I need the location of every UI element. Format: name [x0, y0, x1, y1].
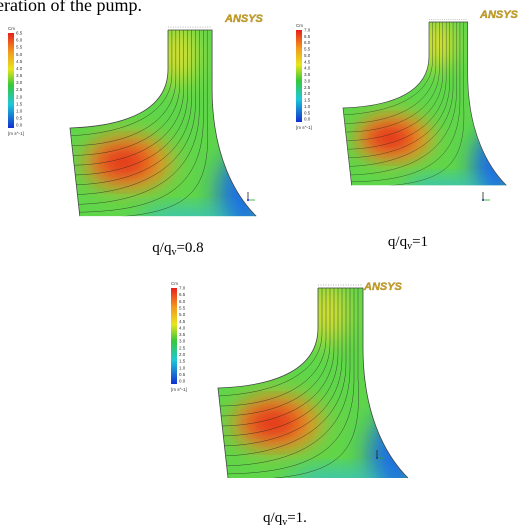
legend-label: 0.0 [16, 123, 23, 128]
legend-unit: [m s^-1] [171, 387, 187, 392]
legend-label: 3.5 [179, 332, 186, 337]
legend-title: Cm [171, 281, 178, 286]
legend-label: 2.0 [16, 94, 23, 99]
caption-base: q/q [388, 234, 408, 250]
figure-panel: Cm7.06.5 6.05.5 5.0 4.54.0 3.5 3.02.5 2.0 1.51.… [171, 278, 428, 527]
legend-label: 5.5 [16, 45, 23, 50]
legend-label: 2.0 [179, 352, 186, 357]
legend-label: 3.5 [16, 73, 23, 78]
legend-unit: [m s^-1] [296, 125, 312, 130]
legend-label: 4.5 [304, 59, 311, 64]
legend-label: 4.0 [16, 66, 23, 71]
legend-label: 7.0 [304, 28, 311, 33]
legend-label: 5.5 [304, 47, 311, 52]
color-bar [171, 288, 177, 384]
legend-label: 2.0 [304, 91, 311, 96]
figure-panel: Cm7.06.56.0 5.55.04.5 4.03.53.0 2.52.0 1.51.… [296, 9, 524, 252]
legend-label: 1.0 [304, 104, 311, 109]
color-bar [8, 33, 14, 128]
legend-title: Cm [8, 26, 15, 31]
legend-label: 2.5 [16, 87, 23, 92]
legend-label: 1.5 [16, 101, 23, 106]
caption: q/qv=0.8 [152, 240, 203, 258]
legend-label: 5.0 [304, 53, 311, 58]
legend-unit: [m s^-1] [8, 131, 24, 136]
legend-label: 6.5 [304, 34, 311, 39]
legend-label: 4.5 [16, 59, 23, 64]
legend-title: Cm [296, 23, 303, 28]
caption-suffix: =1 [412, 234, 428, 250]
legend-label: 6.0 [304, 40, 311, 45]
color-bar [296, 30, 302, 122]
header-text: eration of the pump. [0, 0, 142, 15]
panels: Cm6.56.05.55.04.54.03.53.02.52.01.51.00.… [8, 9, 524, 527]
legend-label: 1.0 [16, 108, 23, 113]
caption-base: q/q [152, 240, 172, 256]
axis-triad [247, 192, 255, 201]
legend-label: 6.5 [16, 31, 23, 36]
legend-label: 5.0 [16, 52, 23, 57]
legend-label: 1.5 [179, 359, 186, 364]
caption: q/qv=1. [263, 510, 307, 527]
legend-label: 7.0 [179, 286, 186, 291]
velocity-contour [60, 20, 276, 241]
legend-label: 3.0 [304, 78, 311, 83]
velocity-contour [334, 13, 523, 207]
legend-label: 2.5 [179, 345, 186, 350]
legend-label: 1.0 [179, 365, 186, 370]
ansys-logo: ANSYS [479, 9, 519, 21]
legend-label: 3.0 [179, 339, 186, 344]
axis-triad [482, 192, 490, 201]
legend-label: 4.0 [179, 325, 186, 330]
legend-label: 3.5 [304, 72, 311, 77]
caption: q/qv=1 [388, 234, 428, 252]
ansys-logo: ANSYS [224, 13, 264, 25]
legend-label: 0.0 [179, 379, 186, 384]
legend-label: 6.5 [179, 292, 186, 297]
velocity-contour [208, 278, 428, 503]
legend-label: 3.0 [16, 80, 23, 85]
legend-label: 6.0 [179, 299, 186, 304]
legend-label: 0.5 [179, 372, 186, 377]
caption-suffix: =0.8 [176, 240, 203, 256]
caption-suffix: =1. [287, 510, 307, 526]
legend-label: 0.5 [16, 116, 23, 121]
legend-label: 4.5 [179, 319, 186, 324]
figure: eration of the pump. Cm6.56.05.55.04.54.… [0, 0, 526, 527]
caption-base: q/q [263, 510, 283, 526]
legend-label: 1.5 [304, 98, 311, 103]
legend-label: 2.5 [304, 85, 311, 90]
legend-label: 0.0 [304, 117, 311, 122]
figure-panel: Cm6.5 6.0 5.5 5.0 4.5 4.0 3.5 3.0 2.5 2.0 1.5 1.0 0.… [8, 13, 276, 258]
legend-label: 5.5 [179, 305, 186, 310]
page: eration of the pump. Cm6.56.05.55.04.54.… [0, 0, 526, 527]
ansys-logo: ANSYS [363, 281, 403, 293]
legend-label: 0.5 [304, 110, 311, 115]
legend-label: 5.0 [179, 312, 186, 317]
legend-label: 4.0 [304, 66, 311, 71]
legend-label: 6.0 [16, 38, 23, 43]
